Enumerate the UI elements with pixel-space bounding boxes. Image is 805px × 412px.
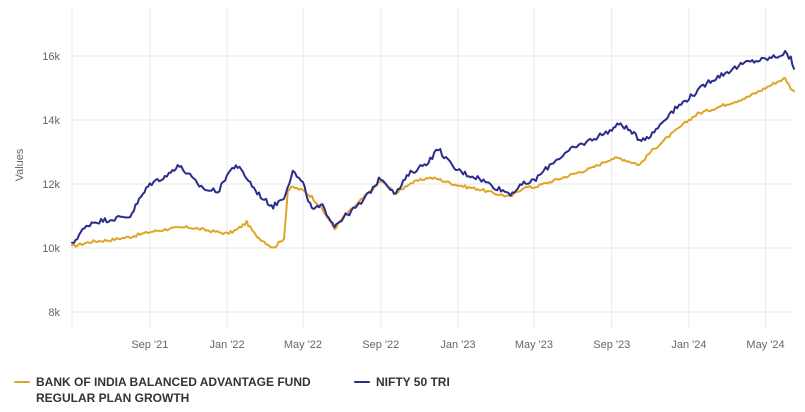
x-tick-label: May '24 — [746, 339, 784, 351]
x-tick-label: Sep '21 — [131, 339, 168, 351]
y-axis-ticks: 8k 10k 12k 14k 16k — [42, 51, 60, 319]
legend-label-fund: BANK OF INDIA BALANCED ADVANTAGE FUND RE… — [36, 375, 311, 405]
legend-label-nifty: NIFTY 50 TRI — [376, 375, 450, 389]
y-tick-label: 14k — [42, 115, 60, 127]
y-tick-label: 8k — [48, 307, 60, 319]
vertical-gridlines — [71, 8, 767, 328]
x-tick-label: Sep '23 — [593, 339, 630, 351]
y-tick-label: 10k — [42, 243, 60, 255]
legend: BANK OF INDIA BALANCED ADVANTAGE FUND RE… — [14, 374, 794, 410]
series-line-nifty — [71, 50, 795, 244]
legend-item-nifty[interactable]: NIFTY 50 TRI — [354, 374, 450, 390]
x-tick-label: May '23 — [515, 339, 553, 351]
legend-swatch-fund — [14, 381, 30, 383]
x-tick-label: May '22 — [284, 339, 322, 351]
series-lines — [71, 50, 795, 249]
legend-swatch-nifty — [354, 381, 370, 383]
x-tick-label: Jan '22 — [209, 339, 244, 351]
y-tick-label: 12k — [42, 179, 60, 191]
x-axis-ticks: Sep '21 Jan '22 May '22 Sep '22 Jan '23 May '… — [131, 339, 784, 351]
horizontal-gridlines — [72, 55, 794, 313]
legend-item-fund[interactable]: BANK OF INDIA BALANCED ADVANTAGE FUND RE… — [14, 374, 311, 406]
y-tick-label: 16k — [42, 51, 60, 63]
y-axis-label: Values — [14, 148, 26, 181]
x-tick-label: Sep '22 — [362, 339, 399, 351]
x-tick-label: Jan '23 — [440, 339, 475, 351]
x-tick-label: Jan '24 — [671, 339, 706, 351]
series-line-fund — [71, 77, 795, 249]
